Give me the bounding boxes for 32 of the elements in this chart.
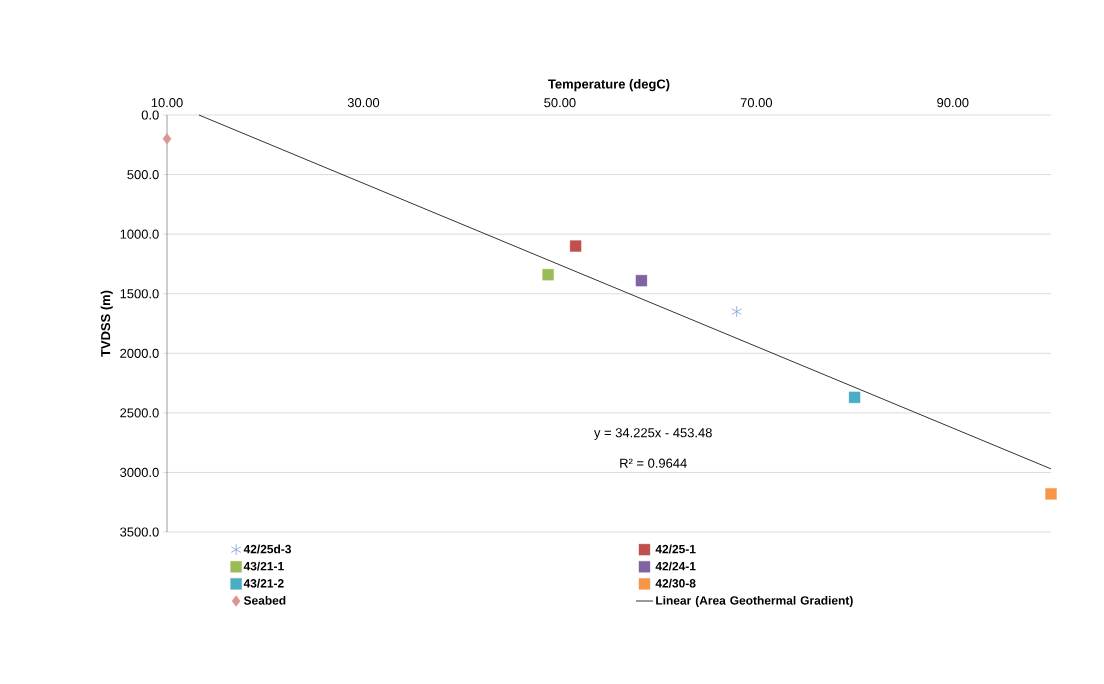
legend-label: Seabed — [243, 595, 286, 605]
legend-label: Linear (Area Geothermal Gradient) — [656, 595, 853, 608]
point — [848, 391, 861, 404]
x-tick-label: 50.00 — [544, 98, 576, 108]
annotation: y = 34.225x - 453.48 — [594, 428, 712, 440]
x-tick-label: 30.00 — [347, 98, 380, 108]
y-tick-label: 3500.0 — [120, 527, 159, 537]
point — [731, 305, 742, 318]
point — [542, 268, 554, 281]
x-tick-label: 10.00 — [151, 98, 183, 108]
x-tick-label: 70.00 — [740, 98, 773, 108]
y-tick-label: 500.0 — [127, 169, 159, 180]
y-tick-label: 3000.0 — [120, 467, 159, 478]
y-tick-label: 2500.0 — [120, 408, 159, 418]
y-tick-label: 2000.0 — [120, 348, 159, 358]
legend-label: 42/24-1 — [655, 561, 696, 571]
y-tick-label: 1500.0 — [120, 289, 159, 299]
y-tick-label: 1000.0 — [120, 229, 159, 239]
point — [569, 240, 582, 252]
point — [1045, 488, 1057, 500]
point — [635, 274, 648, 287]
y-axis-title: TVDSS (m) — [100, 290, 113, 357]
y-tick-label: 0.0 — [141, 110, 159, 120]
point — [162, 133, 172, 145]
annotation: R² = 0.9644 — [620, 458, 687, 468]
x-axis-title: Temperature (degC) — [548, 79, 670, 92]
legend-label: 42/25-1 — [655, 544, 696, 554]
legend-label: 43/21-2 — [243, 578, 284, 588]
legend-label: 42/30-8 — [655, 578, 696, 588]
x-tick-label: 90.00 — [937, 98, 969, 108]
legend-label: 43/21-1 — [243, 561, 284, 571]
legend-label: 42/25d-3 — [243, 544, 291, 554]
